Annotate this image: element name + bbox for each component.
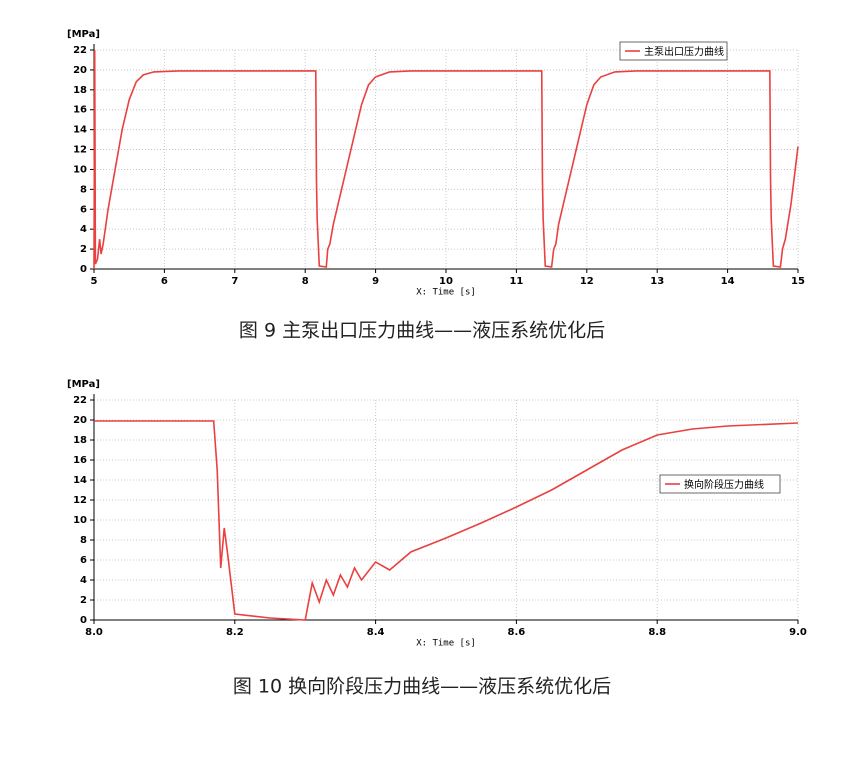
x-tick-label: 11 [509, 276, 523, 287]
y-tick-label: 4 [80, 575, 87, 586]
y-tick-label: 2 [80, 595, 87, 606]
y-axis-label: [MPa] [67, 379, 100, 390]
caption: 图 9 主泵出口压力曲线——液压系统优化后 [239, 320, 605, 342]
y-tick-label: 16 [73, 455, 87, 466]
x-tick-label: 8 [302, 276, 309, 287]
y-tick-label: 6 [80, 555, 87, 566]
x-tick-label: 9.0 [789, 627, 807, 638]
legend-box [659, 474, 781, 494]
x-tick-label: 6 [161, 276, 168, 287]
x-tick-label: 8.0 [85, 627, 103, 638]
x-tick-label: 7 [231, 276, 238, 287]
legend-label: 换向阶段压力曲线 [684, 478, 764, 491]
y-tick-label: 4 [80, 224, 87, 235]
y-tick-label: 2 [80, 244, 87, 255]
y-tick-label: 12 [73, 145, 87, 156]
legend-box [619, 41, 728, 61]
y-tick-label: 8 [80, 535, 87, 546]
x-tick-label: 8.6 [508, 627, 526, 638]
y-tick-label: 10 [73, 164, 87, 175]
data-line [93, 49, 799, 270]
y-tick-label: 8 [80, 184, 87, 195]
y-tick-label: 18 [73, 435, 87, 446]
x-tick-label: 14 [721, 276, 735, 287]
data-line [94, 420, 799, 621]
x-tick-label: 8.8 [648, 627, 666, 638]
y-tick-label: 6 [80, 204, 87, 215]
x-tick-label: 8.2 [226, 627, 244, 638]
x-axis-label: X: Time [s] [416, 288, 476, 298]
y-tick-label: 12 [73, 495, 87, 506]
y-axis-label: [MPa] [67, 29, 100, 40]
caption: 图 10 换向阶段压力曲线——液压系统优化后 [233, 676, 611, 698]
x-tick-label: 12 [580, 276, 594, 287]
y-tick-label: 0 [80, 615, 87, 626]
y-tick-label: 10 [73, 515, 87, 526]
x-tick-label: 10 [439, 276, 453, 287]
x-tick-label: 13 [650, 276, 664, 287]
y-tick-label: 20 [73, 415, 87, 426]
x-tick-label: 15 [791, 276, 805, 287]
x-tick-label: 9 [372, 276, 379, 287]
y-tick-label: 22 [73, 395, 87, 406]
y-tick-label: 14 [73, 475, 87, 486]
x-tick-label: 5 [91, 276, 98, 287]
x-axis-label: X: Time [s] [416, 639, 476, 649]
y-tick-label: 22 [73, 45, 87, 56]
x-tick-label: 8.4 [367, 627, 385, 638]
y-tick-label: 0 [80, 264, 87, 275]
legend-label: 主泵出口压力曲线 [644, 45, 724, 58]
y-tick-label: 20 [73, 65, 87, 76]
y-tick-label: 18 [73, 85, 87, 96]
y-tick-label: 14 [73, 125, 87, 136]
y-tick-label: 16 [73, 105, 87, 116]
